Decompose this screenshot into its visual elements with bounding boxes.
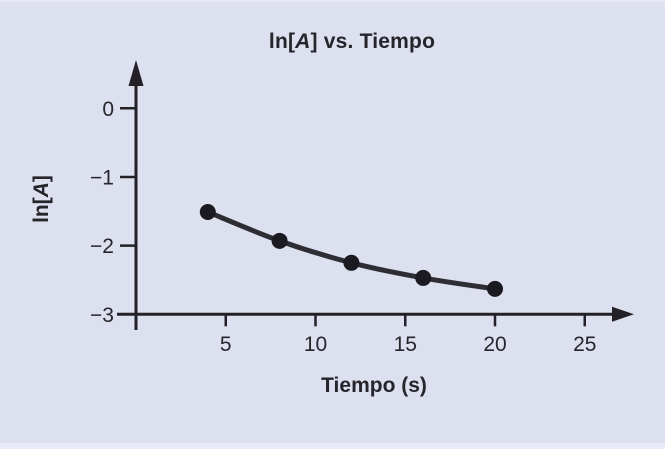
chart-title-suffix: ] vs. Tiempo	[310, 30, 436, 53]
data-point	[271, 232, 288, 249]
data-point	[415, 269, 432, 286]
y-tick-label: −2	[90, 235, 114, 258]
x-tick-label: 5	[220, 333, 232, 356]
data-point	[487, 280, 503, 297]
y-axis-label: ln[A]	[30, 175, 54, 223]
x-tick-label: 25	[573, 333, 596, 356]
y-tick-label: −3	[90, 304, 114, 327]
y-axis-label-suffix: ]	[30, 175, 53, 183]
y-axis-label-variable: A	[30, 182, 53, 198]
data-point	[199, 203, 216, 220]
y-tick-label: −1	[90, 166, 114, 189]
x-tick-label: 20	[483, 333, 506, 356]
chart-title-prefix: ln[	[268, 30, 296, 53]
chart-title: ln[A] vs. Tiempo	[269, 30, 435, 54]
data-curve	[205, 209, 498, 292]
x-axis-label: Tiempo (s)	[321, 374, 427, 397]
chart-title-variable: A	[295, 30, 311, 53]
x-tick-label: 15	[394, 333, 417, 356]
y-axis-label-prefix: ln[	[30, 197, 53, 223]
x-axis-arrowhead-icon	[612, 306, 634, 322]
data-point	[343, 254, 360, 271]
y-tick-label: 0	[102, 98, 114, 121]
x-tick-label: 10	[304, 333, 327, 356]
y-axis-arrowhead-icon	[128, 60, 144, 86]
